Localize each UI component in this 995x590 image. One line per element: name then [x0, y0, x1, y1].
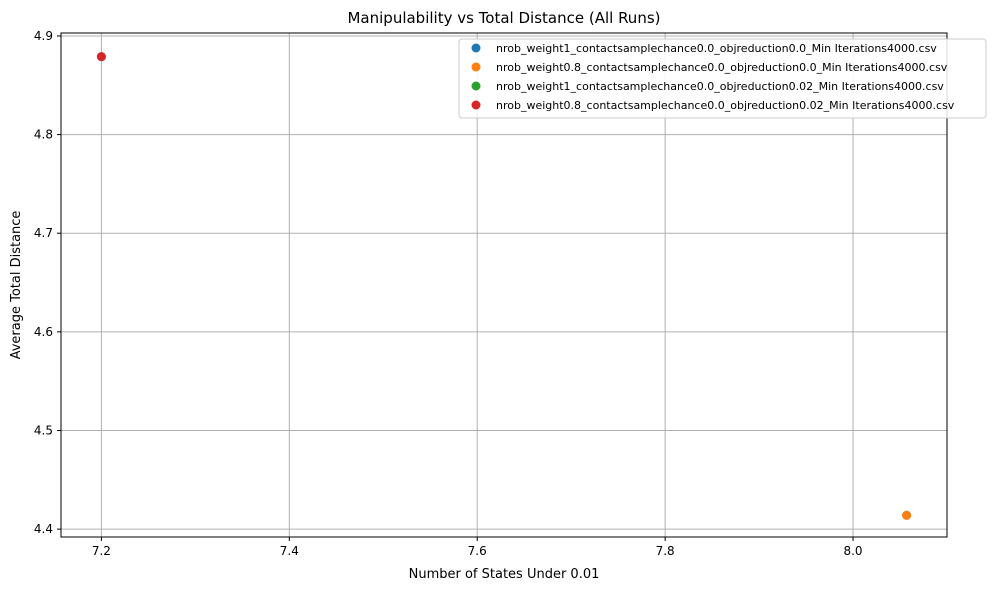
data-point-series-4 — [96, 52, 106, 62]
x-axis-ticks: 7.2 7.4 7.6 7.8 8.0 — [92, 537, 863, 558]
legend-label-series-2: nrob_weight0.8_contactsamplechance0.0_ob… — [496, 61, 948, 74]
legend-marker-series-1 — [471, 43, 481, 53]
legend-box — [458, 38, 987, 119]
x-tick-label: 7.4 — [280, 544, 299, 558]
y-tick-label: 4.5 — [34, 423, 53, 437]
legend-label-series-4: nrob_weight0.8_contactsamplechance0.0_ob… — [496, 99, 955, 112]
x-tick-label: 7.8 — [656, 544, 675, 558]
x-axis-label: Number of States Under 0.01 — [409, 567, 600, 582]
y-tick-label: 4.9 — [34, 29, 53, 43]
x-tick-label: 8.0 — [843, 544, 862, 558]
x-tick-label: 7.6 — [468, 544, 487, 558]
y-tick-label: 4.7 — [34, 226, 53, 240]
y-tick-label: 4.8 — [34, 128, 53, 142]
legend-marker-series-4 — [471, 100, 481, 110]
legend-label-series-3: nrob_weight1_contactsamplechance0.0_objr… — [496, 80, 944, 93]
legend: nrob_weight1_contactsamplechance0.0_objr… — [458, 38, 987, 119]
x-tick-label: 7.2 — [92, 544, 111, 558]
legend-marker-series-3 — [471, 81, 481, 91]
legend-label-series-1: nrob_weight1_contactsamplechance0.0_objr… — [496, 42, 937, 55]
y-axis-label: Average Total Distance — [9, 211, 24, 360]
data-points — [96, 52, 912, 520]
y-tick-label: 4.4 — [34, 522, 53, 536]
data-point-series-2 — [902, 510, 912, 520]
chart-title: Manipulability vs Total Distance (All Ru… — [347, 9, 660, 27]
y-tick-label: 4.6 — [34, 325, 53, 339]
y-axis-ticks: 4.4 4.5 4.6 4.7 4.8 4.9 — [34, 29, 61, 536]
legend-marker-series-2 — [471, 62, 481, 72]
plot-frame — [60, 32, 948, 538]
